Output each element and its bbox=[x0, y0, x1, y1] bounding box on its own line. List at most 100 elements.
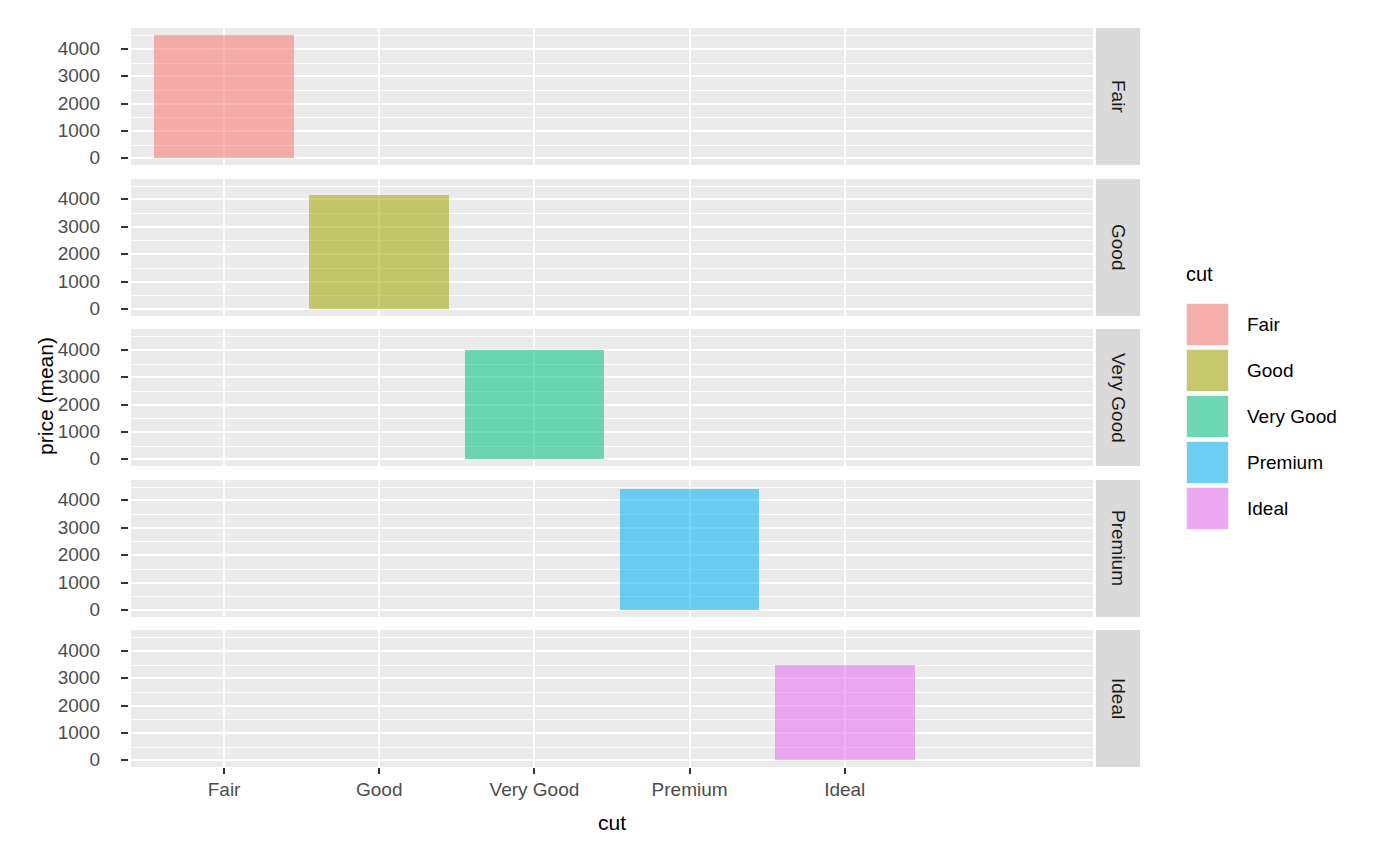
y-tick-mark bbox=[121, 458, 128, 460]
major-gridline-vertical bbox=[689, 329, 691, 466]
legend-swatch bbox=[1187, 350, 1228, 391]
y-tick-label: 4000 bbox=[20, 38, 100, 60]
facet-strip: Fair bbox=[1096, 28, 1140, 165]
y-tick-mark bbox=[121, 376, 128, 378]
facet-strip-label: Very Good bbox=[1107, 353, 1129, 443]
legend-swatch bbox=[1187, 396, 1228, 437]
facet-strip-label: Good bbox=[1107, 224, 1129, 270]
y-tick-label: 3000 bbox=[20, 65, 100, 87]
minor-gridline bbox=[131, 747, 1093, 748]
facet-row-fair: 01000200030004000Fair bbox=[0, 28, 1400, 165]
y-tick-label: 3000 bbox=[20, 667, 100, 689]
minor-gridline bbox=[131, 665, 1093, 666]
facet-strip: Premium bbox=[1096, 480, 1140, 617]
legend-key bbox=[1186, 441, 1229, 484]
major-gridline-vertical bbox=[223, 630, 225, 767]
x-tick-label: Very Good bbox=[454, 779, 614, 801]
major-gridline-vertical bbox=[689, 179, 691, 316]
y-tick-mark bbox=[121, 431, 128, 433]
y-tick-label: 0 bbox=[20, 147, 100, 169]
panel bbox=[131, 28, 1093, 165]
major-gridline-vertical bbox=[533, 179, 535, 316]
legend-key bbox=[1186, 303, 1229, 346]
facet-strip-label: Premium bbox=[1107, 510, 1129, 586]
bar-good bbox=[309, 195, 449, 309]
facet-strip: Good bbox=[1096, 179, 1140, 316]
major-gridline bbox=[131, 308, 1093, 310]
y-tick-label: 0 bbox=[20, 298, 100, 320]
y-tick-label: 0 bbox=[20, 599, 100, 621]
facet-strip-label: Ideal bbox=[1107, 678, 1129, 719]
minor-gridline bbox=[131, 541, 1093, 542]
legend-label: Premium bbox=[1247, 441, 1323, 484]
y-tick-label: 2000 bbox=[20, 695, 100, 717]
legend-item-good: Good bbox=[1186, 349, 1400, 392]
y-tick-mark bbox=[121, 157, 128, 159]
legend-key bbox=[1186, 349, 1229, 392]
x-tick-mark bbox=[689, 768, 691, 774]
minor-gridline bbox=[131, 391, 1093, 392]
x-tick-mark bbox=[844, 768, 846, 774]
panel bbox=[131, 630, 1093, 767]
y-tick-mark bbox=[121, 308, 128, 310]
y-tick-label: 1000 bbox=[20, 572, 100, 594]
legend-key bbox=[1186, 487, 1229, 530]
y-tick-mark bbox=[121, 677, 128, 679]
x-tick-mark bbox=[378, 768, 380, 774]
y-tick-mark bbox=[121, 609, 128, 611]
major-gridline-vertical bbox=[689, 630, 691, 767]
bar-premium bbox=[620, 489, 760, 610]
legend-swatch bbox=[1187, 442, 1228, 483]
legend-item-fair: Fair bbox=[1186, 303, 1400, 346]
major-gridline-vertical bbox=[223, 329, 225, 466]
major-gridline-vertical bbox=[378, 480, 380, 617]
minor-gridline bbox=[131, 569, 1093, 570]
bar-ideal bbox=[775, 665, 915, 761]
major-gridline bbox=[131, 458, 1093, 460]
y-tick-label: 0 bbox=[20, 749, 100, 771]
y-tick-mark bbox=[121, 103, 128, 105]
minor-gridline bbox=[131, 596, 1093, 597]
y-tick-label: 3000 bbox=[20, 366, 100, 388]
y-tick-label: 3000 bbox=[20, 517, 100, 539]
legend-label: Ideal bbox=[1247, 487, 1288, 530]
major-gridline bbox=[131, 705, 1093, 707]
minor-gridline bbox=[131, 295, 1093, 296]
major-gridline-vertical bbox=[378, 630, 380, 767]
panel bbox=[131, 480, 1093, 617]
bar-fair bbox=[154, 35, 294, 158]
y-tick-mark bbox=[121, 650, 128, 652]
x-tick-label: Good bbox=[299, 779, 459, 801]
facet-row-good: 01000200030004000Good bbox=[0, 179, 1400, 316]
major-gridline bbox=[131, 650, 1093, 652]
major-gridline bbox=[131, 349, 1093, 351]
y-tick-label: 2000 bbox=[20, 93, 100, 115]
x-tick-label: Premium bbox=[610, 779, 770, 801]
legend-label: Fair bbox=[1247, 303, 1280, 346]
y-tick-mark bbox=[121, 226, 128, 228]
minor-gridline bbox=[131, 240, 1093, 241]
y-tick-label: 2000 bbox=[20, 394, 100, 416]
legend-item-ideal: Ideal bbox=[1186, 487, 1400, 530]
minor-gridline bbox=[131, 637, 1093, 638]
legend-item-premium: Premium bbox=[1186, 441, 1400, 484]
minor-gridline bbox=[131, 268, 1093, 269]
minor-gridline bbox=[131, 418, 1093, 419]
x-tick-label: Ideal bbox=[765, 779, 925, 801]
y-tick-mark bbox=[121, 130, 128, 132]
major-gridline bbox=[131, 527, 1093, 529]
major-gridline-vertical bbox=[533, 480, 535, 617]
y-tick-mark bbox=[121, 527, 128, 529]
major-gridline bbox=[131, 732, 1093, 734]
major-gridline bbox=[131, 677, 1093, 679]
y-tick-label: 1000 bbox=[20, 722, 100, 744]
minor-gridline bbox=[131, 487, 1093, 488]
major-gridline bbox=[131, 582, 1093, 584]
legend: cut FairGoodVery GoodPremiumIdeal bbox=[1186, 263, 1400, 286]
y-tick-mark bbox=[121, 732, 128, 734]
y-tick-mark bbox=[121, 75, 128, 77]
major-gridline bbox=[131, 198, 1093, 200]
panel bbox=[131, 179, 1093, 316]
minor-gridline bbox=[131, 336, 1093, 337]
major-gridline bbox=[131, 554, 1093, 556]
